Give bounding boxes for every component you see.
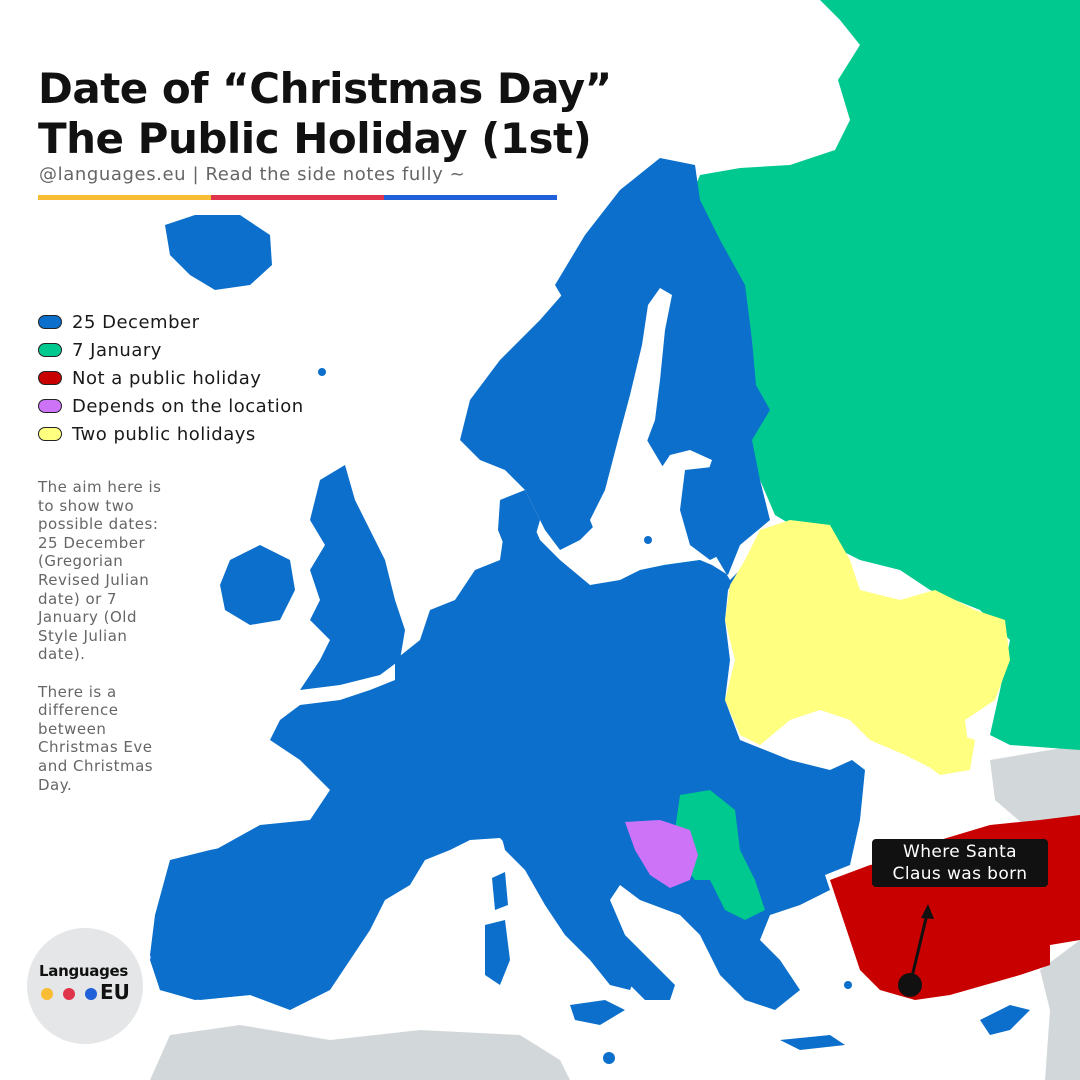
languages-eu-logo: Languages EU	[27, 928, 143, 1044]
region-corsica	[492, 872, 508, 910]
logo-text-top: Languages	[39, 962, 129, 980]
legend-swatch	[38, 315, 62, 329]
region-italy	[500, 810, 640, 990]
region-aegean-island	[844, 981, 852, 989]
title-bar-blue	[384, 195, 557, 200]
region-russia	[690, 0, 1080, 750]
legend-item-depends-on-location: Depends on the location	[38, 392, 304, 420]
region-crimea	[915, 730, 975, 775]
legend-swatch	[38, 371, 62, 385]
region-baltic-states	[680, 465, 765, 560]
logo-text-bottom: EU	[100, 980, 130, 1004]
callout-arrow-line	[908, 909, 930, 986]
region-crete	[780, 1035, 845, 1050]
side-notes: The aim here is to show two possible dat…	[38, 478, 178, 813]
region-novaya-zemlya	[1015, 0, 1065, 48]
title-line-2: The Public Holiday (1st)	[38, 114, 592, 163]
logo-dot-yellow	[41, 988, 53, 1000]
legend-label: 25 December	[72, 311, 200, 333]
callout-line-2: Claus was born	[892, 864, 1028, 884]
caucasus-land	[990, 745, 1080, 830]
legend-label: Depends on the location	[72, 395, 304, 417]
region-iceland	[165, 215, 272, 290]
region-finland	[668, 270, 750, 445]
region-ukraine-belarus	[725, 520, 1010, 770]
legend-label: 7 January	[72, 339, 162, 361]
legend-item-not-public-holiday: Not a public holiday	[38, 364, 304, 392]
callout-arrow-head	[921, 904, 934, 919]
region-cyprus	[980, 1005, 1030, 1035]
region-faroe-islands	[318, 368, 326, 376]
map-legend: 25 December 7 January Not a public holid…	[38, 308, 304, 448]
callout-line-1: Where Santa	[903, 842, 1017, 862]
region-ireland	[220, 545, 295, 625]
region-bosnia	[625, 820, 698, 888]
legend-swatch	[38, 399, 62, 413]
levant-land	[1040, 940, 1080, 1080]
side-note-paragraph-2: There is a difference between Christmas …	[38, 682, 154, 794]
side-note-paragraph-1: The aim here is to show two possible dat…	[38, 478, 162, 664]
legend-item-25-december: 25 December	[38, 308, 304, 336]
region-great-britain	[300, 465, 405, 690]
north-africa-land	[150, 1025, 570, 1080]
region-scandinavia	[460, 170, 695, 550]
region-sardinia	[485, 920, 510, 985]
region-denmark	[498, 490, 540, 560]
title-bar-red	[211, 195, 384, 200]
region-serbia	[675, 790, 765, 920]
legend-label: Not a public holiday	[72, 367, 262, 389]
legend-item-7-january: 7 January	[38, 336, 304, 364]
subtitle: @languages.eu | Read the side notes full…	[39, 164, 466, 185]
santa-birthplace-marker	[898, 973, 922, 997]
region-iberia	[150, 835, 330, 1000]
santa-callout-label: Where Santa Claus was born	[872, 839, 1048, 887]
logo-dot-red	[63, 988, 75, 1000]
legend-swatch	[38, 343, 62, 357]
region-sicily	[570, 1000, 625, 1025]
legend-swatch	[38, 427, 62, 441]
legend-item-two-public-holidays: Two public holidays	[38, 420, 304, 448]
title-bar-yellow	[38, 195, 211, 200]
logo-dot-blue	[85, 988, 97, 1000]
baltic-sea	[590, 288, 712, 555]
title-line-1: Date of “Christmas Day”	[38, 64, 612, 113]
page-title: Date of “Christmas Day” The Public Holid…	[38, 64, 612, 164]
region-malta	[603, 1052, 615, 1064]
region-baltic-island	[644, 536, 652, 544]
legend-label: Two public holidays	[72, 423, 256, 445]
